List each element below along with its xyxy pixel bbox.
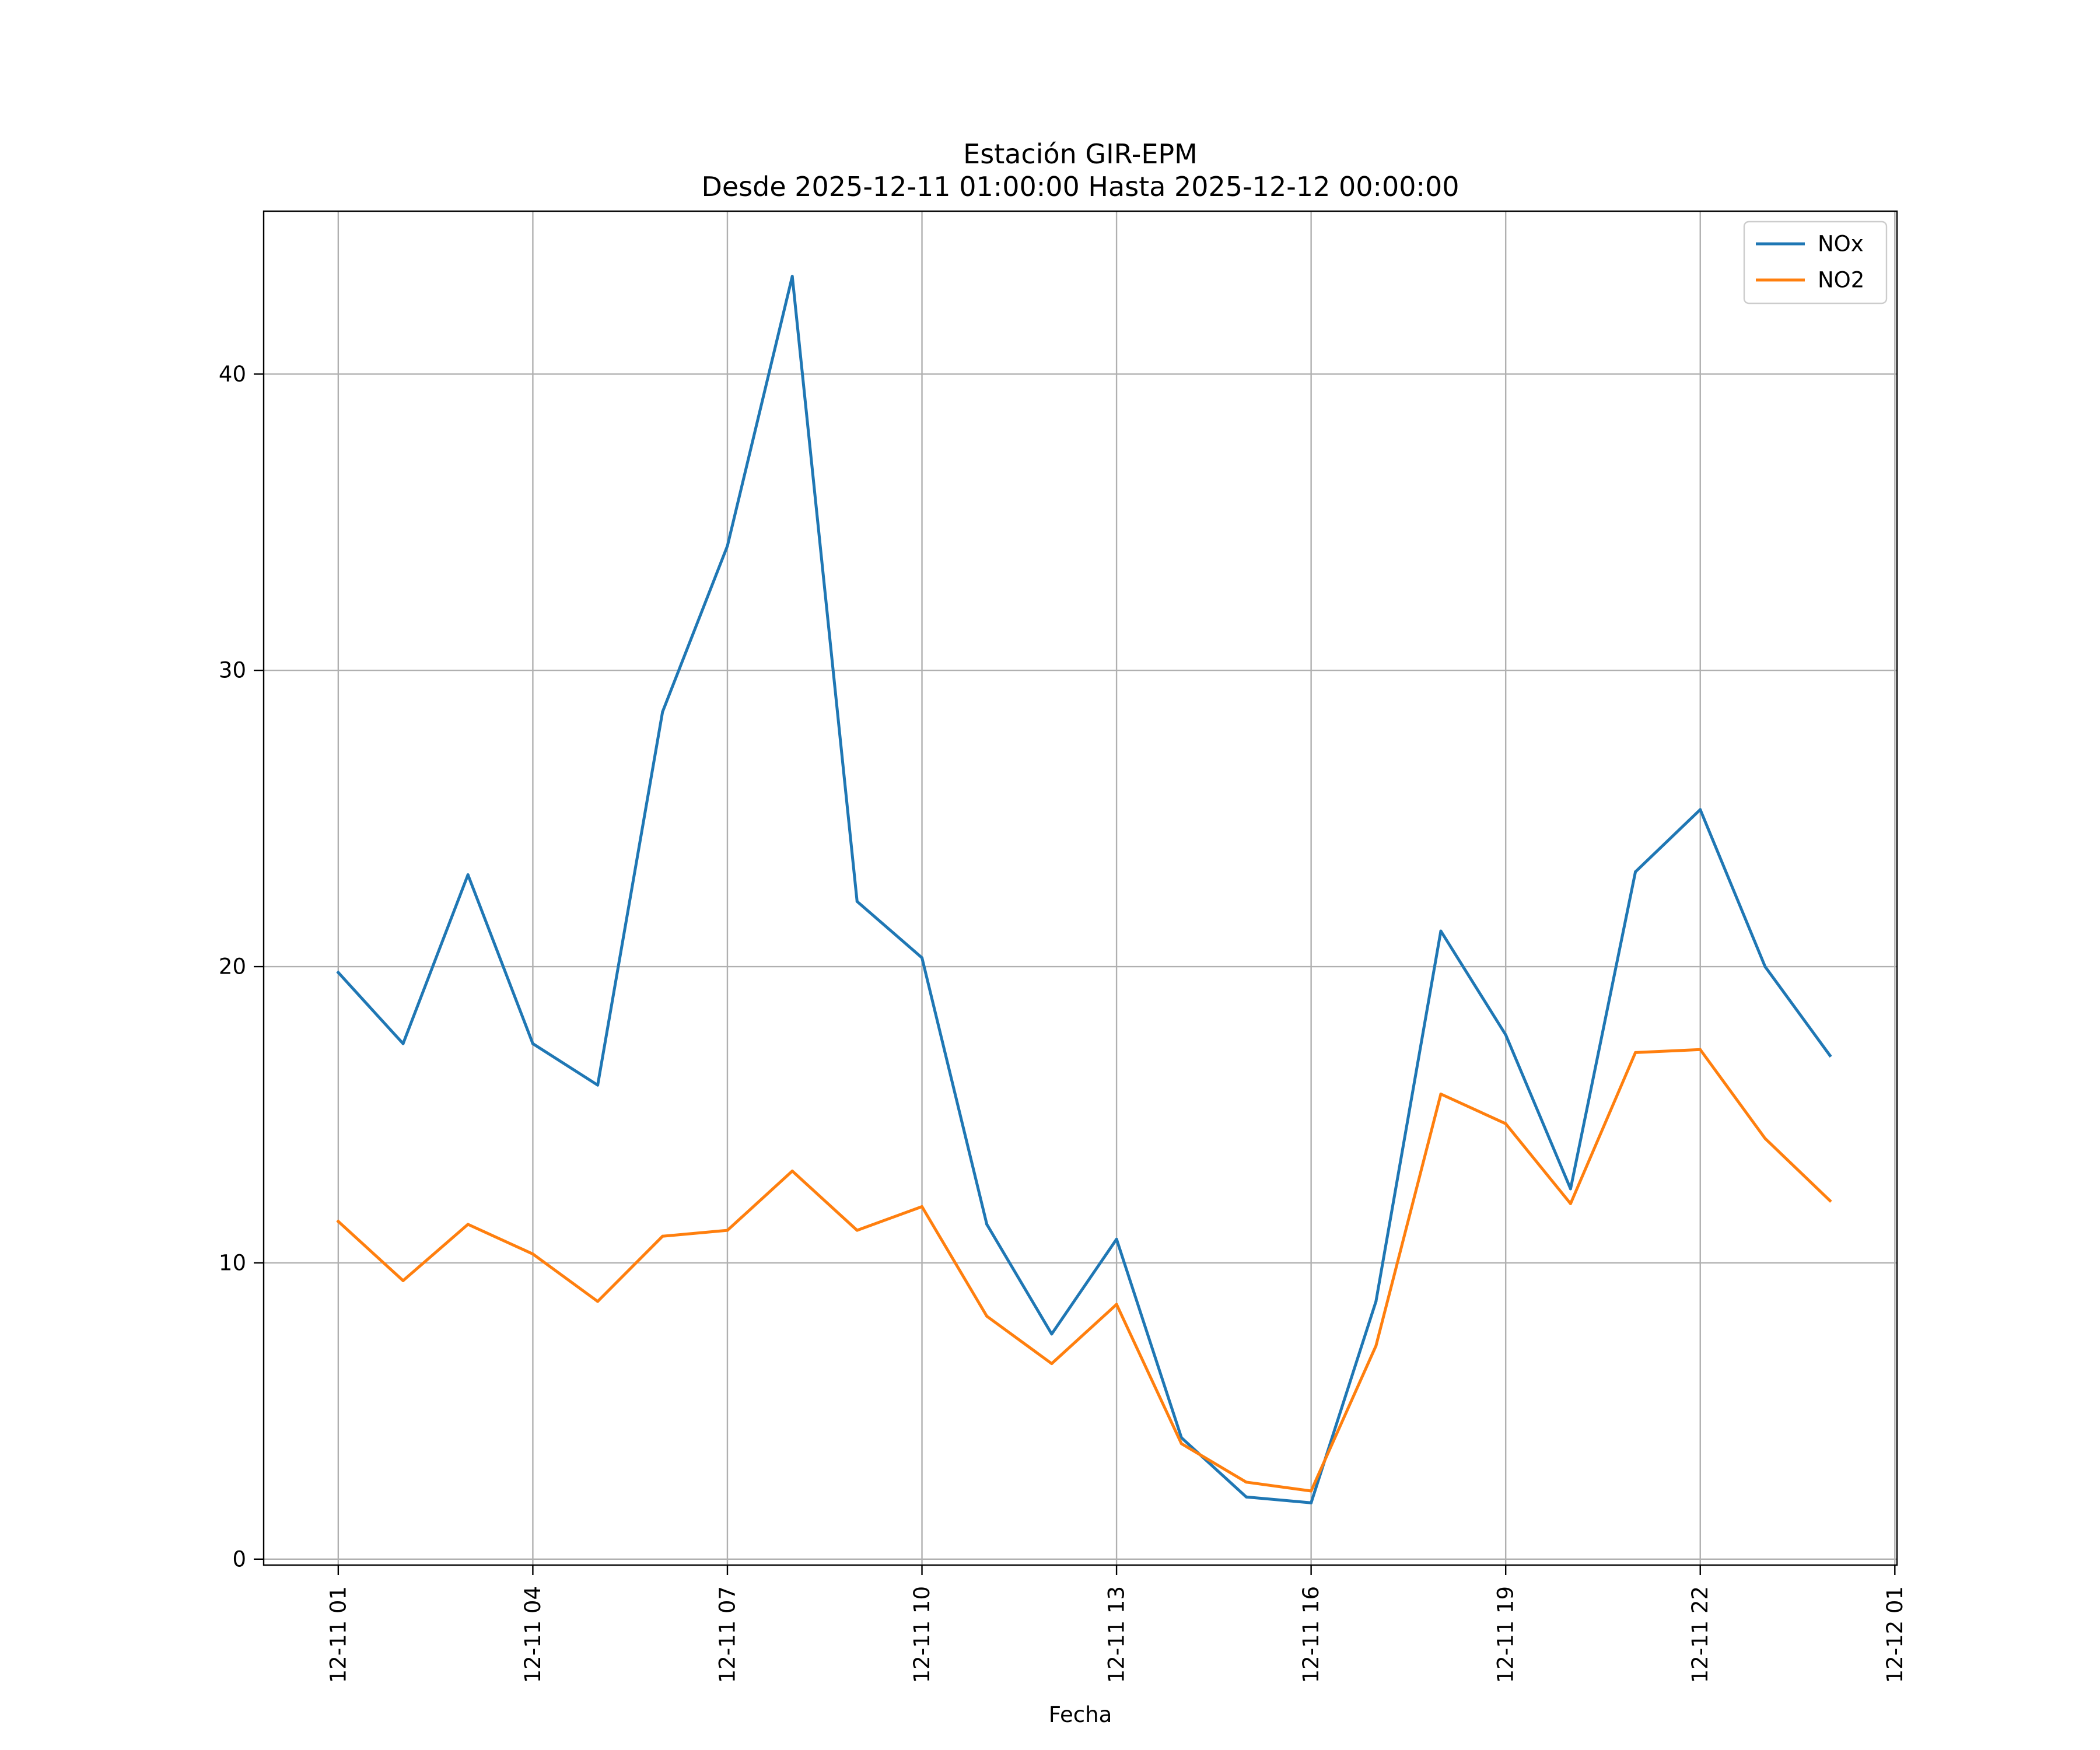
data-point-no2 (790, 1170, 794, 1173)
y-tick-labels: 0 10 20 30 40 (219, 362, 246, 1572)
data-point-no2 (1634, 1051, 1637, 1054)
data-point-nox (1115, 1237, 1118, 1241)
x-tick-label: 12-11 16 (1298, 1586, 1324, 1683)
data-point-nox (921, 956, 924, 960)
data-point-nox (726, 544, 729, 548)
data-point-no2 (1244, 1480, 1248, 1484)
x-tick-label: 12-11 07 (715, 1586, 740, 1683)
plot-frame (262, 210, 1898, 1566)
x-tick-label: 12-12 01 (1882, 1586, 1908, 1683)
data-point-nox (1244, 1495, 1248, 1499)
data-point-no2 (726, 1228, 729, 1232)
data-point-nox (1699, 808, 1702, 811)
data-point-no2 (1763, 1137, 1767, 1140)
x-tick-label: 12-11 22 (1688, 1586, 1713, 1683)
data-point-nox (790, 275, 794, 278)
chart-subtitle: Desde 2025-12-11 01:00:00 Hasta 2025-12-… (701, 171, 1459, 202)
y-tick-label: 40 (219, 362, 246, 387)
x-tick-label: 12-11 01 (326, 1586, 351, 1683)
data-point-nox (1180, 1436, 1183, 1440)
y-tick-label: 0 (232, 1546, 246, 1572)
data-point-no2 (921, 1205, 924, 1208)
data-point-no2 (401, 1279, 405, 1282)
data-point-nox (337, 971, 340, 974)
data-point-nox (1374, 1300, 1378, 1303)
data-point-nox (1439, 929, 1443, 933)
data-point-nox (596, 1083, 600, 1087)
x-tick-label: 12-11 19 (1493, 1586, 1518, 1683)
data-point-nox (661, 710, 664, 713)
data-point-nox (1763, 965, 1767, 968)
series-layer (336, 275, 1832, 1504)
data-point-nox (985, 1223, 989, 1226)
data-point-no2 (1439, 1092, 1443, 1096)
legend: NOx NO2 (1743, 220, 1888, 304)
data-point-nox (531, 1042, 534, 1045)
legend-label-nox: NOx (1818, 232, 1864, 257)
y-tick-label: 20 (219, 954, 246, 979)
data-point-no2 (596, 1300, 600, 1303)
data-point-nox (1828, 1054, 1832, 1057)
data-point-no2 (1828, 1199, 1832, 1202)
data-point-no2 (1180, 1442, 1183, 1446)
data-point-no2 (661, 1234, 664, 1238)
data-point-no2 (1310, 1489, 1313, 1493)
data-point-no2 (1050, 1362, 1054, 1366)
x-tick-label: 12-11 10 (909, 1586, 935, 1683)
data-point-no2 (466, 1223, 470, 1226)
legend-label-no2: NO2 (1818, 268, 1864, 293)
legend-box (1743, 220, 1888, 304)
data-point-nox (1050, 1332, 1054, 1336)
x-tick-label: 12-11 13 (1104, 1586, 1129, 1683)
series-line-nox (336, 275, 1832, 1504)
data-point-nox (466, 873, 470, 877)
data-point-no2 (1699, 1048, 1702, 1051)
axes-layer (254, 210, 1898, 1575)
y-tick-label: 30 (219, 658, 246, 683)
data-point-no2 (531, 1252, 534, 1256)
data-point-no2 (1115, 1303, 1118, 1306)
x-tick-labels: 12-11 01 12-11 04 12-11 07 12-11 10 12-11 13… (326, 1586, 1907, 1683)
data-point-nox (401, 1042, 405, 1045)
data-point-no2 (985, 1314, 989, 1318)
data-point-no2 (1374, 1344, 1378, 1348)
chart-title: Estación GIR-EPM (963, 138, 1198, 170)
data-point-nox (1310, 1501, 1313, 1504)
data-point-no2 (1504, 1122, 1507, 1125)
grid-layer (264, 211, 1897, 1565)
data-point-nox (855, 900, 859, 903)
x-tick-label: 12-11 04 (520, 1586, 545, 1683)
data-point-no2 (855, 1228, 859, 1232)
data-point-nox (1504, 1033, 1507, 1037)
data-point-nox (1569, 1187, 1572, 1191)
data-point-no2 (337, 1220, 340, 1223)
x-axis-label: Fecha (1049, 1702, 1112, 1727)
series-line-no2 (336, 1048, 1832, 1493)
y-tick-label: 10 (219, 1250, 246, 1275)
data-point-no2 (1569, 1202, 1572, 1205)
data-point-nox (1634, 870, 1637, 874)
